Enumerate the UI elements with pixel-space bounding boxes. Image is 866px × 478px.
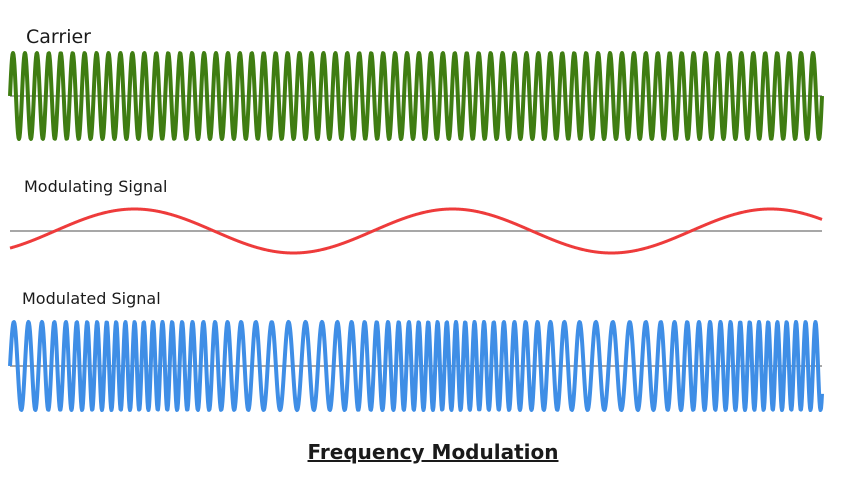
modulating-signal-label: Modulating Signal <box>24 177 168 196</box>
carrier-wave <box>8 51 824 141</box>
modulated-wave <box>8 320 824 412</box>
modulating-wave <box>9 207 823 255</box>
diagram-caption: Frequency Modulation <box>307 440 559 464</box>
carrier-label: Carrier <box>26 26 91 48</box>
modulated-signal-label: Modulated Signal <box>22 289 161 308</box>
